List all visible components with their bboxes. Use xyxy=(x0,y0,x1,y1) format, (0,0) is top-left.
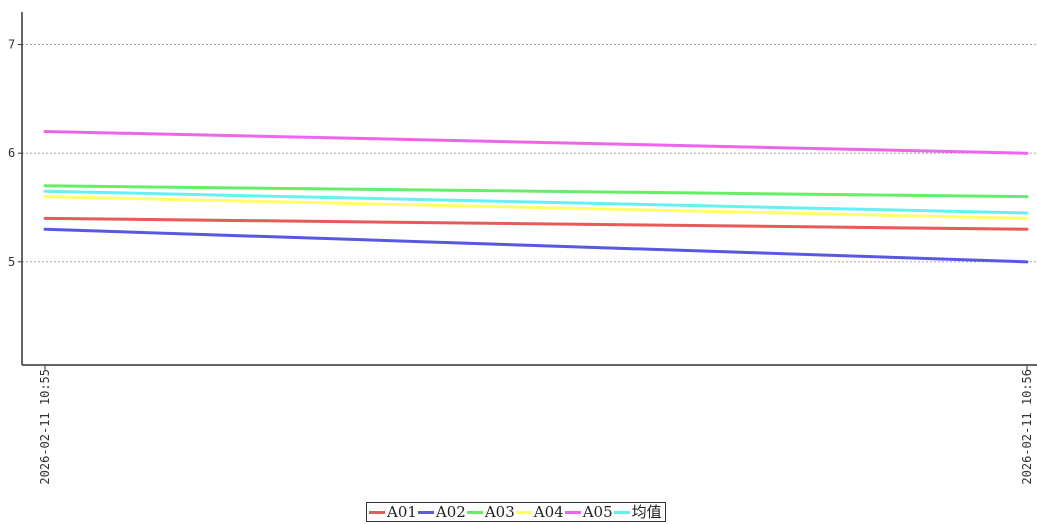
legend-label: A02 xyxy=(435,503,466,521)
grid-layer xyxy=(22,44,1037,263)
legend-item[interactable]: A05 xyxy=(564,503,613,521)
series-line xyxy=(43,184,1029,199)
y-tick-label: 5 xyxy=(8,255,15,269)
legend-label: A01 xyxy=(387,503,417,521)
y-tick-label: 6 xyxy=(8,146,15,160)
legend-swatch xyxy=(613,510,630,514)
legend-swatch xyxy=(466,510,483,514)
legend-label: A05 xyxy=(582,503,613,521)
series-line xyxy=(43,227,1029,264)
legend-item[interactable]: A01 xyxy=(369,503,417,521)
y-tick-label: 7 xyxy=(8,38,15,52)
legend-item[interactable]: 均值 xyxy=(613,503,662,521)
legend: A01 A02 A03 A04 A05 均值 xyxy=(366,502,666,522)
y-tick-labels: 5 6 7 xyxy=(8,38,22,269)
x-tick-label: 2026-02-11 10:55 xyxy=(38,369,52,485)
legend-item[interactable]: A03 xyxy=(466,503,515,521)
axis-layer xyxy=(21,12,1037,366)
legend-swatch xyxy=(417,510,434,514)
series-line xyxy=(43,129,1029,155)
x-tick-label: 2026-02-11 10:56 xyxy=(1020,369,1034,485)
series-layer xyxy=(43,129,1029,264)
legend-label: A03 xyxy=(484,503,515,521)
series-line xyxy=(43,216,1029,231)
legend-swatch xyxy=(564,510,581,514)
series-line xyxy=(43,195,1029,220)
legend-swatch xyxy=(369,510,385,514)
legend-label: A04 xyxy=(533,503,564,521)
x-tick-labels: 2026-02-11 10:55 2026-02-11 10:56 xyxy=(38,365,1034,485)
legend-item[interactable]: A04 xyxy=(515,503,564,521)
legend-swatch xyxy=(515,510,532,514)
legend-item[interactable]: A02 xyxy=(417,503,466,521)
series-line xyxy=(43,189,1029,215)
legend-label: 均值 xyxy=(631,503,662,521)
